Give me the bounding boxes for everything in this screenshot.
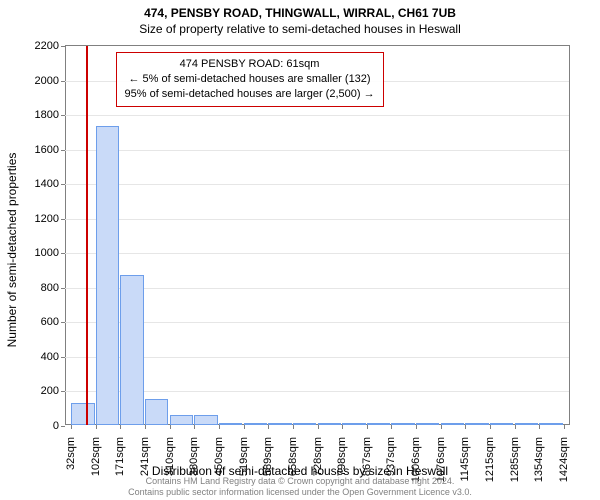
xtick-mark bbox=[145, 425, 146, 429]
ytick-mark bbox=[61, 46, 65, 47]
ytick-label: 1600 bbox=[35, 144, 59, 156]
xtick-mark bbox=[416, 425, 417, 429]
histogram-bar bbox=[96, 126, 119, 425]
histogram-bar bbox=[244, 423, 267, 425]
xtick-mark bbox=[367, 425, 368, 429]
ytick-label: 1400 bbox=[35, 178, 59, 190]
y-axis-line bbox=[65, 46, 66, 425]
ytick-mark bbox=[61, 426, 65, 427]
histogram-bar bbox=[490, 423, 513, 425]
chart-area: 0200400600800100012001400160018002000220… bbox=[65, 45, 570, 425]
plot: 0200400600800100012001400160018002000220… bbox=[65, 46, 569, 425]
histogram-bar bbox=[416, 423, 439, 425]
info-box-line: 474 PENSBY ROAD: 61sqm bbox=[125, 57, 375, 72]
ytick-mark bbox=[61, 253, 65, 254]
xtick-mark bbox=[539, 425, 540, 429]
xtick-mark bbox=[564, 425, 565, 429]
gridline-h bbox=[65, 150, 569, 151]
info-box: 474 PENSBY ROAD: 61sqm← 5% of semi-detac… bbox=[116, 52, 384, 107]
histogram-bar bbox=[367, 423, 390, 425]
gridline-h bbox=[65, 115, 569, 116]
ytick-label: 1800 bbox=[35, 109, 59, 121]
ytick-mark bbox=[61, 288, 65, 289]
histogram-bar bbox=[219, 423, 242, 425]
histogram-bar bbox=[268, 423, 291, 425]
gridline-h bbox=[65, 184, 569, 185]
ytick-mark bbox=[61, 357, 65, 358]
xtick-mark bbox=[465, 425, 466, 429]
footer-line-1: Contains HM Land Registry data © Crown c… bbox=[0, 476, 600, 487]
ytick-label: 800 bbox=[41, 282, 59, 294]
histogram-bar bbox=[293, 423, 316, 425]
histogram-bar bbox=[145, 399, 168, 425]
ytick-mark bbox=[61, 391, 65, 392]
title-sub: Size of property relative to semi-detach… bbox=[0, 22, 600, 36]
histogram-bar bbox=[120, 275, 143, 425]
histogram-bar bbox=[441, 423, 464, 425]
ytick-label: 600 bbox=[41, 316, 59, 328]
histogram-bar bbox=[170, 415, 193, 425]
xtick-mark bbox=[170, 425, 171, 429]
xtick-mark bbox=[441, 425, 442, 429]
footer: Contains HM Land Registry data © Crown c… bbox=[0, 476, 600, 498]
xtick-mark bbox=[391, 425, 392, 429]
ytick-mark bbox=[61, 115, 65, 116]
xtick-mark bbox=[71, 425, 72, 429]
histogram-bar bbox=[194, 415, 217, 425]
ytick-label: 2200 bbox=[35, 40, 59, 52]
xtick-mark bbox=[515, 425, 516, 429]
histogram-bar bbox=[539, 423, 562, 425]
ytick-mark bbox=[61, 219, 65, 220]
xtick-mark bbox=[490, 425, 491, 429]
xtick-mark bbox=[219, 425, 220, 429]
xtick-mark bbox=[342, 425, 343, 429]
ytick-label: 200 bbox=[41, 385, 59, 397]
ytick-mark bbox=[61, 322, 65, 323]
footer-line-2: Contains public sector information licen… bbox=[0, 487, 600, 498]
ytick-mark bbox=[61, 184, 65, 185]
y-axis-label: Number of semi-detached properties bbox=[5, 153, 19, 348]
ytick-label: 0 bbox=[53, 420, 59, 432]
property-marker-line bbox=[86, 46, 88, 425]
ytick-label: 1200 bbox=[35, 213, 59, 225]
histogram-bar bbox=[515, 423, 538, 425]
xtick-mark bbox=[268, 425, 269, 429]
info-box-line: ← 5% of semi-detached houses are smaller… bbox=[125, 72, 375, 87]
xtick-mark bbox=[244, 425, 245, 429]
gridline-h bbox=[65, 253, 569, 254]
ytick-label: 400 bbox=[41, 351, 59, 363]
ytick-label: 1000 bbox=[35, 247, 59, 259]
xtick-mark bbox=[318, 425, 319, 429]
xtick-mark bbox=[194, 425, 195, 429]
xtick-mark bbox=[96, 425, 97, 429]
xtick-mark bbox=[120, 425, 121, 429]
histogram-bar bbox=[465, 423, 488, 425]
title-main: 474, PENSBY ROAD, THINGWALL, WIRRAL, CH6… bbox=[0, 6, 600, 20]
gridline-h bbox=[65, 219, 569, 220]
histogram-bar bbox=[342, 423, 365, 425]
ytick-label: 2000 bbox=[35, 75, 59, 87]
histogram-bar bbox=[71, 403, 94, 425]
title-block: 474, PENSBY ROAD, THINGWALL, WIRRAL, CH6… bbox=[0, 0, 600, 36]
xtick-mark bbox=[293, 425, 294, 429]
ytick-mark bbox=[61, 81, 65, 82]
ytick-mark bbox=[61, 150, 65, 151]
histogram-bar bbox=[391, 423, 414, 425]
histogram-bar bbox=[318, 423, 341, 425]
info-box-line: 95% of semi-detached houses are larger (… bbox=[125, 87, 375, 102]
